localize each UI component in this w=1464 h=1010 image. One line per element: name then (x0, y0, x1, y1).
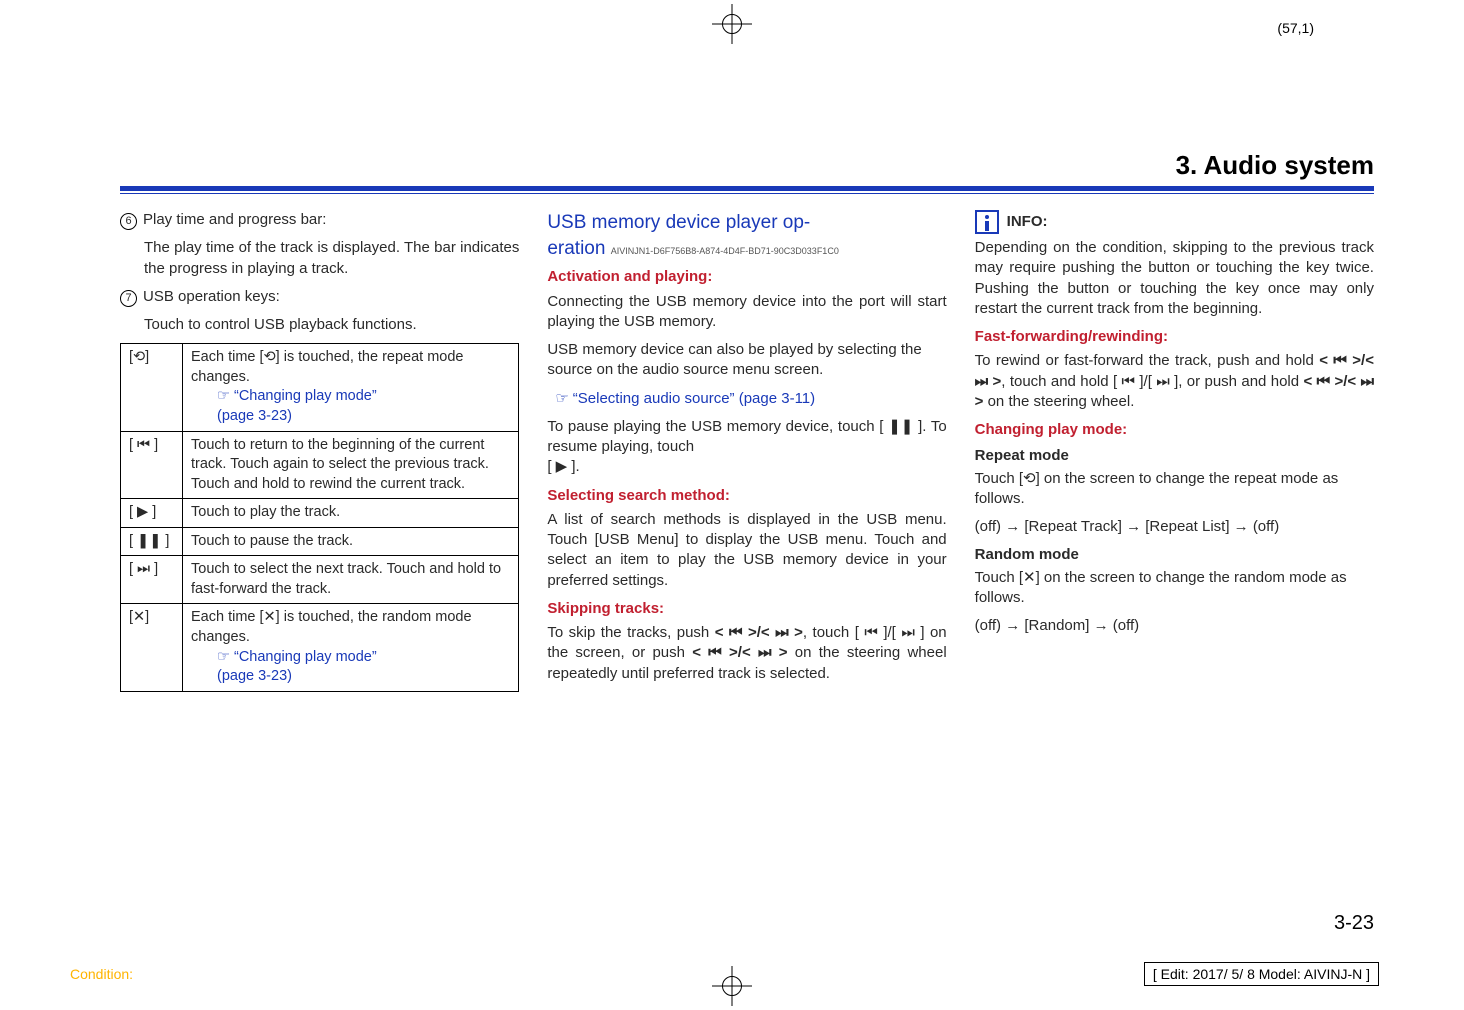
cell-text: Touch to return to the beginning of the … (183, 431, 519, 499)
p-info: Depending on the condition, skipping to … (975, 238, 1374, 319)
info-callout: INFO: (975, 210, 1374, 234)
subhead-skip: Skipping tracks: (547, 599, 946, 619)
condition-label: Condition: (70, 966, 133, 982)
cell-ref-page: (page 3-23) (191, 668, 292, 684)
table-row: [ ⏮ ] Touch to return to the beginning o… (121, 431, 519, 499)
bullet-6: 6 Play time and progress bar: (120, 210, 519, 230)
p2c: or push and hold (1187, 373, 1299, 390)
subhead-activation: Activation and playing: (547, 267, 946, 287)
p-repeat-seq: (off) → [Repeat Track] → [Repeat List] →… (975, 517, 1374, 537)
ref-select-source: “Selecting audio source” (page 3-11) (547, 389, 946, 409)
p3a: To pause playing the USB memory device, … (547, 418, 883, 435)
column-1: 6 Play time and progress bar: The play ti… (120, 210, 519, 900)
chapter-title: 3. Audio system (1176, 150, 1374, 181)
subhead-ffwd: Fast-forwarding/rewinding: (975, 327, 1374, 347)
section-id: AIVINJN1-D6F756B8-A874-4D4F-BD71-90C3D03… (611, 246, 839, 256)
item7-desc: Touch to control USB playback functions. (120, 315, 519, 335)
table-row: [✕] Each time [✕] is touched, the random… (121, 604, 519, 691)
subhead-repeat: Repeat mode (975, 446, 1374, 466)
item6-desc: The play time of the track is displayed.… (120, 238, 519, 279)
p5b: touch (813, 624, 850, 641)
p-random: Touch [✕] on the screen to change the ra… (975, 568, 1374, 609)
page-number: 3-23 (1334, 912, 1374, 935)
item6-title: Play time and progress bar: (143, 211, 326, 228)
p2d: on the steering wheel. (988, 393, 1135, 410)
table-row: [⟲] Each time [⟲] is touched, the repeat… (121, 344, 519, 431)
p2b: touch and hold (1010, 373, 1109, 390)
section-title: USB memory device player op- eration AIV… (547, 210, 946, 261)
p-ffwd: To rewind or fast-forward the track, pus… (975, 351, 1374, 412)
p2a: To rewind or fast-forward the track, pus… (975, 352, 1314, 369)
p-search: A list of search methods is displayed in… (547, 510, 946, 591)
cell-text: Each time [⟲] is touched, the repeat mod… (191, 349, 464, 385)
column-2: USB memory device player op- eration AIV… (547, 210, 946, 900)
cell-ref: “Changing play mode” (191, 649, 377, 665)
subhead-changeplay: Changing play mode: (975, 420, 1374, 440)
edit-info: [ Edit: 2017/ 5/ 8 Model: AIVINJ-N ] (1144, 962, 1379, 986)
sect-title-l2: eration (547, 238, 605, 259)
item7-title: USB operation keys: (143, 288, 280, 305)
cell-ref: “Changing play mode” (191, 388, 377, 404)
key-repeat: [⟲] (129, 349, 149, 365)
p5a: To skip the tracks, push (547, 624, 709, 641)
body-columns: 6 Play time and progress bar: The play ti… (120, 210, 1374, 900)
cell-text: Each time [✕] is touched, the random mod… (191, 609, 472, 645)
subhead-search: Selecting search method: (547, 486, 946, 506)
cell-ref-page: (page 3-23) (191, 408, 292, 424)
sect-title-l1: USB memory device player op- (547, 212, 810, 233)
crop-mark-top (712, 4, 752, 44)
table-row: [ ⏭ ] Touch to select the next track. To… (121, 556, 519, 604)
table-row: [ ▶ ] Touch to play the track. (121, 499, 519, 528)
key-prev: [ ⏮ ] (129, 437, 158, 453)
cell-text: Touch to play the track. (183, 499, 519, 528)
key-next: [ ⏭ ] (129, 561, 158, 577)
controls-table: [⟲] Each time [⟲] is touched, the repeat… (120, 343, 519, 691)
p-skip: To skip the tracks, push < ⏮ >/< ⏭ >, to… (547, 623, 946, 684)
key-pause: [ ❚❚ ] (129, 533, 169, 549)
table-row: [ ❚❚ ] Touch to pause the track. (121, 527, 519, 556)
circled-number-7: 7 (120, 290, 137, 307)
p-repeat: Touch [⟲] on the screen to change the re… (975, 469, 1374, 510)
p-random-seq: (off) → [Random] → (off) (975, 616, 1374, 636)
key-shuffle: [✕] (129, 609, 149, 625)
p-pause: To pause playing the USB memory device, … (547, 417, 946, 478)
circled-number-6: 6 (120, 213, 137, 230)
cell-text: Touch to select the next track. Touch an… (183, 556, 519, 604)
info-label: INFO: (1007, 212, 1048, 232)
info-icon (975, 210, 999, 234)
column-3: INFO: Depending on the condition, skippi… (975, 210, 1374, 900)
p-also: USB memory device can also be played by … (547, 340, 946, 381)
key-play: [ ▶ ] (129, 504, 156, 520)
subhead-random: Random mode (975, 545, 1374, 565)
bullet-7: 7 USB operation keys: (120, 287, 519, 307)
sheet-tag: (57,1) (1277, 20, 1314, 36)
p-connect: Connecting the USB memory device into th… (547, 292, 946, 333)
crop-mark-bottom (712, 966, 752, 1006)
cell-text: Touch to pause the track. (183, 527, 519, 556)
header-rule (120, 186, 1374, 196)
